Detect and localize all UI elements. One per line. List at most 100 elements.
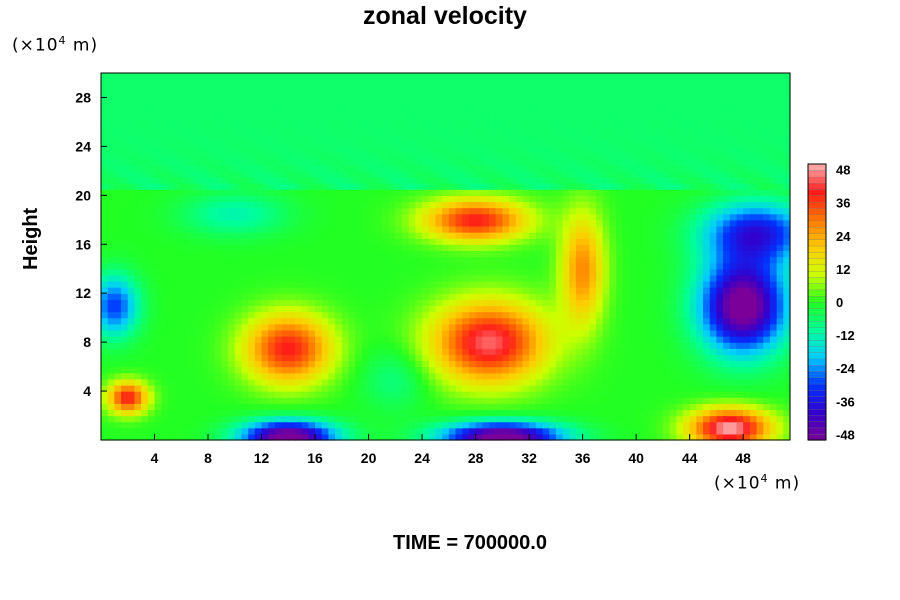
heatmap-cell — [502, 336, 510, 343]
heatmap-cell — [435, 256, 443, 264]
heatmap-cell — [482, 256, 490, 264]
heatmap-cell — [609, 189, 617, 196]
heatmap-cell — [341, 397, 350, 404]
heatmap-cell — [763, 366, 771, 374]
heatmap-cell — [482, 354, 490, 362]
heatmap-cell — [147, 146, 156, 154]
heatmap-cell — [709, 433, 718, 441]
heatmap-cell — [187, 415, 196, 423]
heatmap-cell — [696, 299, 704, 307]
heatmap-cell — [161, 152, 169, 160]
heatmap-cell — [769, 329, 778, 337]
heatmap-cell — [422, 176, 430, 184]
heatmap-cell — [522, 360, 530, 368]
heatmap-cell — [468, 146, 477, 154]
heatmap-cell — [515, 183, 524, 190]
heatmap-cell — [656, 201, 664, 209]
heatmap-cell — [749, 366, 758, 374]
heatmap-cell — [147, 433, 156, 441]
heatmap-cell — [167, 152, 176, 160]
heatmap-cell — [435, 225, 443, 233]
heatmap-cell — [529, 152, 537, 160]
heatmap-cell — [321, 256, 330, 264]
heatmap-cell — [589, 329, 597, 337]
heatmap-cell — [756, 323, 764, 331]
heatmap-cell — [428, 360, 437, 368]
heatmap-cell — [616, 207, 624, 215]
heatmap-cell — [274, 415, 283, 423]
heatmap-cell — [542, 397, 550, 404]
heatmap-cell — [127, 250, 136, 258]
heatmap-cell — [462, 293, 470, 300]
heatmap-cell — [301, 391, 309, 398]
heatmap-cell — [428, 305, 437, 313]
heatmap-cell — [589, 421, 597, 429]
heatmap-cell — [228, 256, 236, 264]
heatmap-cell — [234, 201, 243, 209]
heatmap-cell — [642, 225, 651, 233]
heatmap-cell — [208, 274, 216, 282]
heatmap-cell — [261, 207, 269, 215]
heatmap-cell — [274, 305, 283, 313]
heatmap-cell — [468, 293, 477, 300]
heatmap-cell — [468, 421, 477, 429]
heatmap-cell — [736, 207, 744, 215]
heatmap-cell — [642, 195, 651, 203]
heatmap-cell — [676, 378, 684, 386]
heatmap-cell — [415, 201, 423, 209]
heatmap-cell — [321, 336, 330, 343]
heatmap-cell — [147, 244, 156, 251]
heatmap-cell — [616, 238, 624, 245]
heatmap-cell — [555, 232, 564, 239]
heatmap-cell — [462, 354, 470, 362]
heatmap-cell — [769, 293, 778, 300]
heatmap-cell — [221, 342, 229, 349]
heatmap-cell — [101, 262, 109, 270]
heatmap-cell — [529, 348, 537, 355]
heatmap-cell — [769, 317, 778, 325]
heatmap-cell — [736, 427, 744, 435]
heatmap-cell — [743, 397, 751, 404]
heatmap-cell — [542, 360, 550, 368]
heatmap-cell — [301, 250, 309, 258]
heatmap-cell — [221, 433, 229, 441]
heatmap-cell — [716, 201, 724, 209]
heatmap-cell — [455, 409, 463, 417]
heatmap-cell — [703, 360, 711, 368]
heatmap-cell — [582, 256, 590, 264]
heatmap-cell — [355, 287, 363, 294]
heatmap-cell — [723, 207, 731, 215]
heatmap-cell — [328, 158, 336, 166]
heatmap-cell — [676, 360, 684, 368]
heatmap-cell — [348, 287, 356, 294]
heatmap-cell — [114, 287, 122, 294]
heatmap-cell — [689, 372, 697, 380]
heatmap-cell — [101, 219, 109, 227]
heatmap-cell — [562, 170, 570, 178]
heatmap-cell — [161, 268, 169, 276]
heatmap-cell — [161, 403, 169, 411]
heatmap-cell — [703, 427, 711, 435]
heatmap-cell — [214, 268, 223, 276]
heatmap-cell — [181, 427, 189, 435]
heatmap-cell — [167, 348, 176, 355]
heatmap-cell — [442, 305, 450, 313]
heatmap-cell — [101, 201, 109, 209]
heatmap-cell — [174, 170, 182, 178]
heatmap-cell — [462, 348, 470, 355]
heatmap-cell — [261, 342, 269, 349]
heatmap-cell — [662, 421, 671, 429]
heatmap-cell — [629, 238, 637, 245]
heatmap-cell — [402, 250, 410, 258]
heatmap-cell — [562, 280, 570, 288]
heatmap-cell — [783, 348, 791, 355]
heatmap-cell — [428, 244, 437, 251]
heatmap-cell — [435, 164, 443, 172]
heatmap-cell — [134, 152, 142, 160]
heatmap-cell — [442, 274, 450, 282]
heatmap-cell — [749, 219, 758, 227]
heatmap-cell — [589, 311, 597, 319]
heatmap-cell — [723, 329, 731, 337]
heatmap-cell — [529, 207, 537, 215]
heatmap-cell — [468, 317, 477, 325]
